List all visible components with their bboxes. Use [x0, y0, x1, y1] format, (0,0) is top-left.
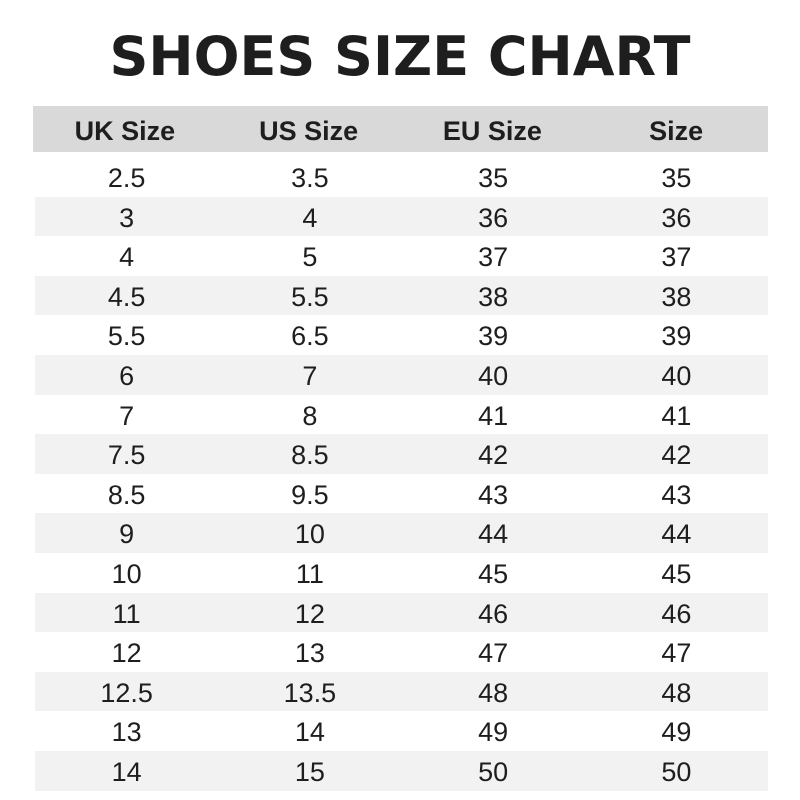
size-cell: 47: [661, 638, 692, 669]
eu-size-cell: 48: [478, 677, 509, 708]
us-size-cell: 15: [294, 756, 325, 787]
uk-size-cell: 4: [119, 242, 135, 273]
table-row: 4.5 5.5 38 38: [35, 275, 768, 316]
uk-size-cell: 8.5: [107, 479, 146, 510]
uk-size-cell: 4.5: [107, 281, 146, 312]
eu-size-cell: 36: [478, 202, 509, 233]
table-header: UK Size US Size EU Size Size: [33, 106, 768, 152]
table-row: 4 5 37 37: [35, 236, 768, 276]
eu-size-cell: 50: [478, 756, 509, 787]
uk-size-cell: 10: [111, 558, 142, 589]
table-row: 5.5 6.5 39 39: [35, 315, 768, 355]
table-row: 12 13 47 47: [35, 632, 768, 672]
uk-size-cell: 3: [119, 202, 135, 233]
size-cell: 48: [661, 677, 692, 708]
table-row: 2.5 3.5 35 35: [35, 157, 768, 197]
table-row: 12.5 13.5 48 48: [35, 671, 768, 712]
size-cell: 39: [661, 321, 692, 352]
size-cell: 41: [661, 400, 692, 431]
table-body: 2.5 3.5 35 35 3 4 36 36 4 5 37 37 4.5 5.5 38 38 5.5 6.5 39…: [35, 157, 768, 791]
table-row: 7 8 41 41: [35, 395, 768, 435]
table-row: 7.5 8.5 42 42: [35, 434, 768, 474]
eu-size-cell: 41: [478, 400, 509, 431]
uk-size-cell: 13: [111, 717, 142, 748]
table-row: 14 15 50 50: [35, 750, 768, 791]
us-size-cell: 5: [302, 242, 318, 273]
us-size-cell: 3.5: [291, 163, 329, 193]
eu-size-cell: 39: [478, 321, 509, 352]
eu-size-cell: 46: [478, 598, 509, 629]
us-size-cell: 4: [302, 202, 318, 233]
size-cell: 36: [661, 202, 692, 233]
uk-size-cell: 6: [119, 360, 135, 391]
us-size-cell: 8.5: [291, 440, 329, 471]
us-size-cell: 14: [294, 717, 325, 748]
us-size-cell: 9.5: [291, 479, 329, 510]
eu-size-cell: 38: [478, 281, 509, 312]
us-size-cell: 12: [294, 598, 325, 629]
uk-size-cell: 2.5: [107, 163, 146, 193]
page-title: SHOES SIZE CHART: [109, 25, 691, 88]
eu-size-cell: 44: [478, 519, 509, 550]
table-row: 13 14 49 49: [35, 711, 768, 751]
eu-size-cell: 40: [478, 360, 509, 391]
us-size-cell: 5.5: [291, 281, 329, 312]
table-row: 3 4 36 36: [35, 196, 768, 237]
size-cell: 42: [661, 440, 692, 471]
uk-size-cell: 12.5: [100, 677, 153, 708]
size-cell: 43: [661, 479, 692, 510]
uk-size-cell: 5.5: [107, 321, 146, 352]
uk-size-cell: 11: [112, 598, 141, 629]
column-header-eu: EU Size: [442, 116, 542, 146]
table-row: 6 7 40 40: [35, 354, 768, 395]
table-row: 10 11 45 45: [35, 553, 768, 593]
size-cell: 44: [661, 519, 692, 550]
us-size-cell: 7: [302, 360, 318, 391]
eu-size-cell: 35: [478, 163, 509, 193]
us-size-cell: 6.5: [291, 321, 329, 352]
eu-size-cell: 42: [478, 440, 509, 471]
us-size-cell: 13.5: [283, 677, 337, 708]
size-cell: 45: [661, 558, 692, 589]
column-header-size: Size: [649, 116, 704, 146]
size-cell: 40: [661, 360, 692, 391]
eu-size-cell: 45: [478, 558, 509, 589]
us-size-cell: 11: [295, 558, 324, 589]
uk-size-cell: 7.5: [107, 440, 146, 471]
table-row: 9 10 44 44: [35, 513, 768, 553]
size-cell: 50: [661, 756, 692, 787]
size-cell: 35: [661, 163, 692, 193]
eu-size-cell: 37: [478, 242, 509, 273]
column-header-us: US Size: [259, 116, 359, 146]
table-row: 11 12 46 46: [35, 592, 768, 633]
size-cell: 49: [661, 717, 692, 748]
uk-size-cell: 7: [119, 400, 135, 431]
size-cell: 37: [661, 242, 692, 273]
us-size-cell: 8: [302, 400, 318, 431]
uk-size-cell: 9: [119, 519, 135, 550]
eu-size-cell: 47: [478, 638, 509, 669]
uk-size-cell: 14: [111, 756, 142, 787]
eu-size-cell: 43: [478, 479, 509, 510]
uk-size-cell: 12: [111, 638, 142, 669]
eu-size-cell: 49: [478, 717, 509, 748]
size-cell: 38: [661, 281, 692, 312]
us-size-cell: 13: [294, 638, 325, 669]
size-cell: 46: [661, 598, 692, 629]
us-size-cell: 10: [294, 519, 325, 550]
table-row: 8.5 9.5 43 43: [35, 474, 768, 514]
column-header-uk: UK Size: [74, 116, 176, 146]
